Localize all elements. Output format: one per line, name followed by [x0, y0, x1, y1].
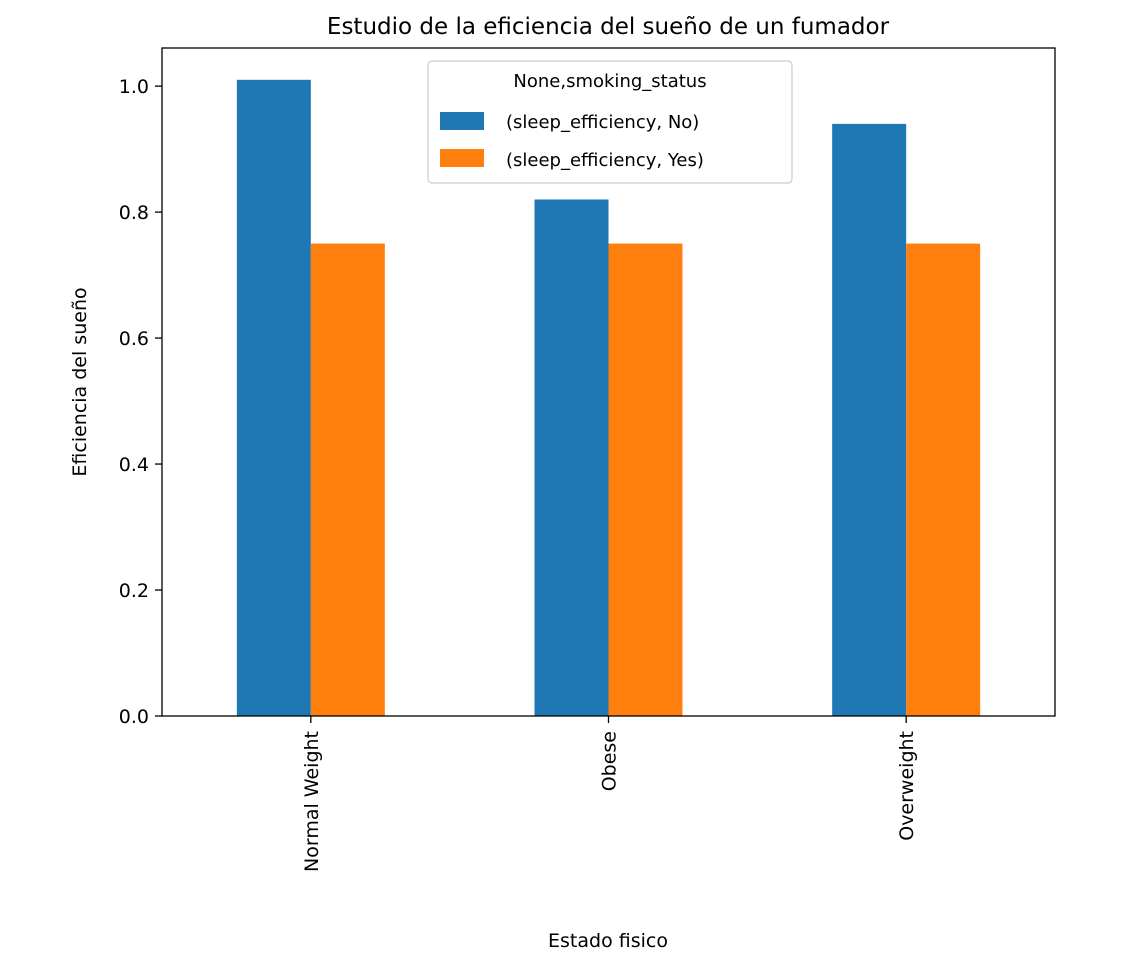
legend-label-no: (sleep_efficiency, No): [506, 112, 699, 133]
chart-title: Estudio de la eficiencia del sueño de un…: [327, 14, 890, 40]
bar-yes-normal-weight: [310, 243, 385, 716]
x-tick-label: Overweight: [896, 731, 918, 841]
y-tick-label: 0.8: [119, 202, 149, 224]
x-axis-label: Estado fisico: [548, 930, 668, 952]
bar-no-obese: [534, 199, 609, 717]
bars-layer: [236, 79, 981, 717]
bar-no-normal-weight: [236, 79, 311, 717]
legend-box: [427, 60, 793, 184]
x-axis: Normal Weight Obese Overweight: [301, 716, 918, 872]
y-axis: 0.0 0.2 0.4 0.6 0.8 1.0: [119, 76, 162, 728]
legend-label-yes: (sleep_efficiency, Yes): [506, 150, 704, 171]
legend-swatch-no: [440, 112, 484, 130]
legend-title: None,smoking_status: [513, 71, 706, 92]
y-axis-label: Eficiencia del sueño: [69, 287, 91, 476]
bar-yes-obese: [608, 243, 683, 716]
y-tick-label: 0.0: [119, 706, 149, 728]
y-tick-label: 1.0: [119, 76, 149, 98]
legend-swatch-yes: [440, 149, 484, 167]
x-tick-label: Normal Weight: [301, 731, 323, 872]
legend: None,smoking_status (sleep_efficiency, N…: [427, 60, 793, 184]
y-tick-label: 0.4: [119, 454, 149, 476]
y-tick-label: 0.6: [119, 328, 149, 350]
plot-frame: [161, 47, 1056, 717]
bar-yes-overweight: [906, 243, 981, 716]
y-tick-label: 0.2: [119, 580, 149, 602]
bar-no-overweight: [832, 123, 907, 717]
x-tick-label: Obese: [599, 731, 621, 791]
